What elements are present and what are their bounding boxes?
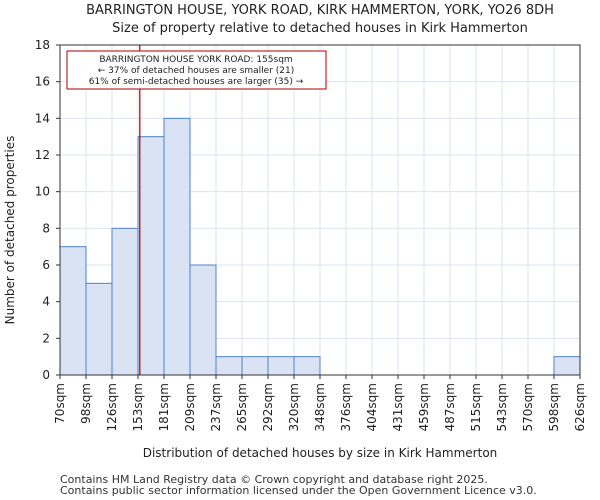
annotation-box: BARRINGTON HOUSE YORK ROAD: 155sqm ← 37%…	[66, 50, 327, 90]
bar-98sqm	[85, 282, 113, 376]
annotation-line1: BARRINGTON HOUSE YORK ROAD: 155sqm	[99, 55, 292, 65]
x-tick-label: 153sqm	[131, 383, 145, 431]
x-tick-label: 292sqm	[261, 383, 275, 431]
x-tick-label: 265sqm	[235, 383, 249, 431]
bar-320sqm	[293, 356, 321, 376]
y-tick-label: 6	[42, 258, 50, 272]
x-tick-label: 431sqm	[391, 383, 405, 431]
bar-237sqm	[215, 356, 243, 376]
x-tick-label: 598sqm	[547, 383, 561, 431]
bar-598sqm	[553, 356, 581, 376]
x-tick-label: 320sqm	[287, 383, 301, 431]
x-tick-label: 626sqm	[573, 383, 587, 431]
bar-181sqm	[163, 117, 191, 376]
x-tick-label: 209sqm	[183, 383, 197, 431]
y-tick-label: 10	[35, 185, 50, 199]
footer-line2: Contains public sector information licen…	[60, 484, 537, 497]
x-tick-label: 237sqm	[209, 383, 223, 431]
x-tick-label: 70sqm	[53, 383, 67, 424]
y-tick-label: 8	[42, 221, 50, 235]
annotation-line2: ← 37% of detached houses are smaller (21…	[98, 66, 295, 76]
x-tick-label: 515sqm	[469, 383, 483, 431]
bar-265sqm	[241, 356, 269, 376]
x-tick-label: 376sqm	[339, 383, 353, 431]
bar-209sqm	[189, 264, 217, 376]
chart-title-line2: Size of property relative to detached ho…	[112, 21, 528, 36]
footer-line1: Contains HM Land Registry data © Crown c…	[60, 473, 488, 486]
x-tick-label: 543sqm	[495, 383, 509, 431]
y-axis-label: Number of detached properties	[3, 136, 17, 325]
x-tick-label: 404sqm	[365, 383, 379, 431]
x-tick-label: 459sqm	[417, 383, 431, 431]
x-tick-label: 487sqm	[443, 383, 457, 431]
annotation-line3: 61% of semi-detached houses are larger (…	[89, 77, 304, 87]
y-tick-label: 18	[35, 38, 50, 52]
x-tick-label: 348sqm	[313, 383, 327, 431]
bar-70sqm	[59, 246, 87, 376]
bar-126sqm	[111, 227, 139, 376]
x-axis-label: Distribution of detached houses by size …	[143, 446, 498, 460]
chart-title-line1: BARRINGTON HOUSE, YORK ROAD, KIRK HAMMER…	[86, 3, 554, 18]
y-tick-label: 12	[35, 148, 50, 162]
y-tick-label: 14	[35, 111, 50, 125]
y-tick-label: 2	[42, 331, 50, 345]
y-tick-label: 4	[42, 295, 50, 309]
y-tick-label: 0	[42, 368, 50, 382]
y-ticks: 0 2 4 6 8 10 12 14 16 18	[35, 38, 60, 382]
x-ticks: 70sqm 98sqm 126sqm 153sqm 181sqm 209sqm 237sqm…	[53, 375, 587, 431]
x-tick-label: 98sqm	[79, 383, 93, 424]
x-tick-label: 126sqm	[105, 383, 119, 431]
x-tick-label: 570sqm	[521, 383, 535, 431]
x-tick-label: 181sqm	[157, 383, 171, 431]
bars	[59, 117, 581, 376]
y-tick-label: 16	[35, 75, 50, 89]
bar-292sqm	[267, 356, 295, 376]
bar-153sqm	[137, 136, 165, 376]
